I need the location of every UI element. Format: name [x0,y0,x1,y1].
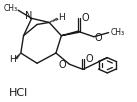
Text: N: N [25,11,33,21]
Text: H: H [10,55,16,64]
Text: HCl: HCl [9,88,28,98]
Text: CH₃: CH₃ [3,4,17,13]
Text: O: O [58,60,66,70]
Text: H: H [58,13,64,22]
Text: CH₃: CH₃ [111,28,125,37]
Text: O: O [94,33,102,43]
Text: O: O [85,54,93,64]
Polygon shape [61,31,79,36]
Text: O: O [82,13,89,23]
